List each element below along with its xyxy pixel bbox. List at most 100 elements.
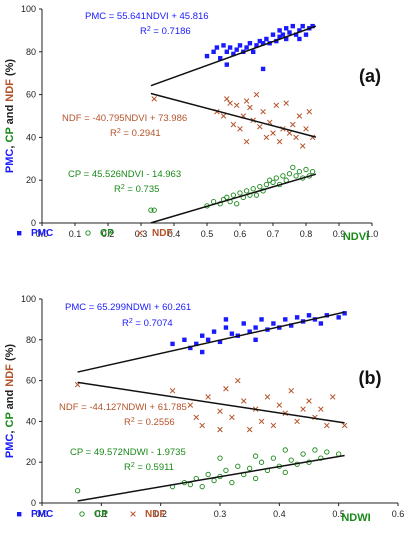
- cp-point: [224, 194, 230, 200]
- cp-point: [148, 207, 154, 213]
- legend-marker: [17, 231, 22, 236]
- ndf-point: [329, 394, 336, 400]
- cp-point: [229, 479, 235, 486]
- pmc-point: [294, 315, 300, 320]
- ndf-point: [223, 386, 229, 392]
- cp-point: [151, 207, 157, 213]
- y-tick-label: 100: [21, 294, 36, 304]
- ndf-point: [276, 138, 283, 145]
- ndf-point: [260, 108, 266, 115]
- pmc-point: [293, 32, 299, 37]
- cp-point: [250, 186, 256, 192]
- y-tick-label: 80: [26, 335, 36, 345]
- pmc-point: [247, 41, 253, 46]
- cp-trend-line: [77, 454, 345, 502]
- cp-point: [293, 173, 299, 179]
- pmc-point: [303, 32, 309, 37]
- ndf-point: [300, 406, 306, 412]
- x-tick-label: 0.2: [102, 229, 115, 239]
- ndf-point: [299, 143, 306, 149]
- pmc-point: [227, 45, 233, 50]
- cp-point: [252, 475, 259, 482]
- pmc-point: [277, 28, 282, 33]
- ndf-point: [230, 121, 237, 128]
- legend-label: NDF: [152, 228, 173, 239]
- pmc-point: [297, 36, 302, 42]
- pmc-point: [223, 317, 229, 322]
- ndf-point: [258, 418, 265, 425]
- y-tick-label: 40: [26, 132, 36, 142]
- cp-point: [312, 447, 318, 453]
- ndf-r-squared: R2 = 0.2941: [110, 128, 161, 140]
- ndf-point: [306, 398, 312, 404]
- ndf-point: [318, 406, 324, 412]
- cp-point: [273, 175, 279, 181]
- x-tick-label: 0.8: [300, 229, 313, 239]
- cp-point: [230, 192, 237, 198]
- ndf-point: [270, 130, 276, 136]
- ndf-point: [217, 408, 223, 414]
- cp-point: [303, 166, 309, 173]
- pmc-point: [287, 30, 292, 35]
- ndf-point: [151, 96, 157, 102]
- pmc-point: [283, 317, 288, 322]
- y-tick-label: 80: [26, 47, 36, 57]
- legend-label: PMC: [31, 509, 53, 520]
- pmc-point: [188, 345, 193, 351]
- y-tick-label: 100: [21, 4, 36, 14]
- legend-label: CP: [94, 509, 108, 520]
- pmc-point: [217, 339, 223, 345]
- ndf-point: [235, 377, 241, 384]
- ndf-point: [286, 130, 293, 136]
- ndf-point: [243, 98, 250, 104]
- pmc-r-squared: R2 = 0.7186: [140, 26, 191, 38]
- y-tick-label: 60: [26, 376, 36, 386]
- ndf-point: [233, 102, 240, 109]
- cp-point: [257, 183, 263, 190]
- y-axis-title: PMC, CP and NDF (%): [4, 344, 16, 458]
- pmc-point: [224, 49, 229, 54]
- pmc-point: [254, 43, 259, 48]
- pmc-point: [253, 337, 258, 342]
- pmc-point: [223, 325, 229, 330]
- x-tick-label: 0.1: [69, 229, 82, 239]
- pmc-point: [234, 47, 239, 52]
- ndf-point: [296, 113, 303, 119]
- ndf-point: [306, 108, 313, 115]
- pmc-trend-line: [150, 25, 317, 87]
- y-tick-label: 20: [26, 457, 36, 467]
- pmc-point: [253, 325, 258, 330]
- cp-point: [234, 201, 240, 207]
- y-axis-title: PMC, CP and NDF (%): [4, 59, 16, 173]
- ndf-point: [205, 394, 211, 400]
- ndf-point: [253, 91, 260, 98]
- pmc-point: [270, 32, 276, 37]
- cp-point: [300, 451, 306, 457]
- legend-marker: [137, 230, 143, 236]
- ndf-point: [341, 422, 348, 429]
- pmc-point: [247, 329, 252, 334]
- panel-label: (a): [359, 66, 381, 86]
- ndf-point: [224, 96, 230, 102]
- y-tick-label: 40: [26, 416, 36, 426]
- legend-item-pmc: PMC: [17, 228, 53, 239]
- pmc-point: [231, 51, 236, 57]
- cp-point: [217, 455, 223, 461]
- cp-point: [223, 467, 229, 474]
- ndf-point: [247, 104, 253, 111]
- ndf-trend-line: [150, 92, 317, 138]
- legend-marker: [17, 512, 22, 517]
- pmc-point: [214, 45, 220, 50]
- pmc-trend-line: [77, 311, 345, 373]
- pmc-point: [264, 36, 269, 42]
- pmc-point: [300, 23, 305, 29]
- cp-point: [235, 463, 241, 469]
- legend-marker: [79, 511, 85, 517]
- pmc-point: [251, 49, 256, 54]
- pmc-equation: PMC = 55.641NDVI + 45.816: [85, 11, 209, 22]
- ndf-point: [288, 388, 294, 394]
- x-tick-label: 0.4: [168, 229, 181, 239]
- cp-point: [247, 465, 253, 471]
- ndf-point: [229, 414, 235, 421]
